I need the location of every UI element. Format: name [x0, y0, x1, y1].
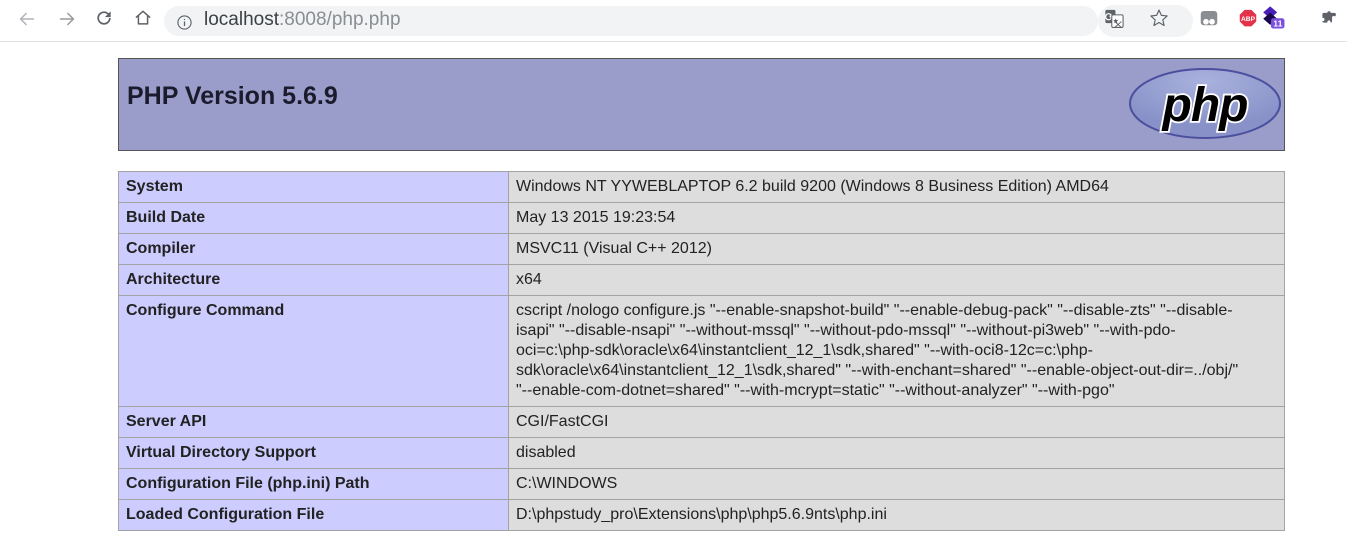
svg-text:ABP: ABP	[1241, 16, 1256, 23]
svg-text:php: php	[1161, 79, 1248, 132]
svg-text:11: 11	[1273, 18, 1282, 28]
